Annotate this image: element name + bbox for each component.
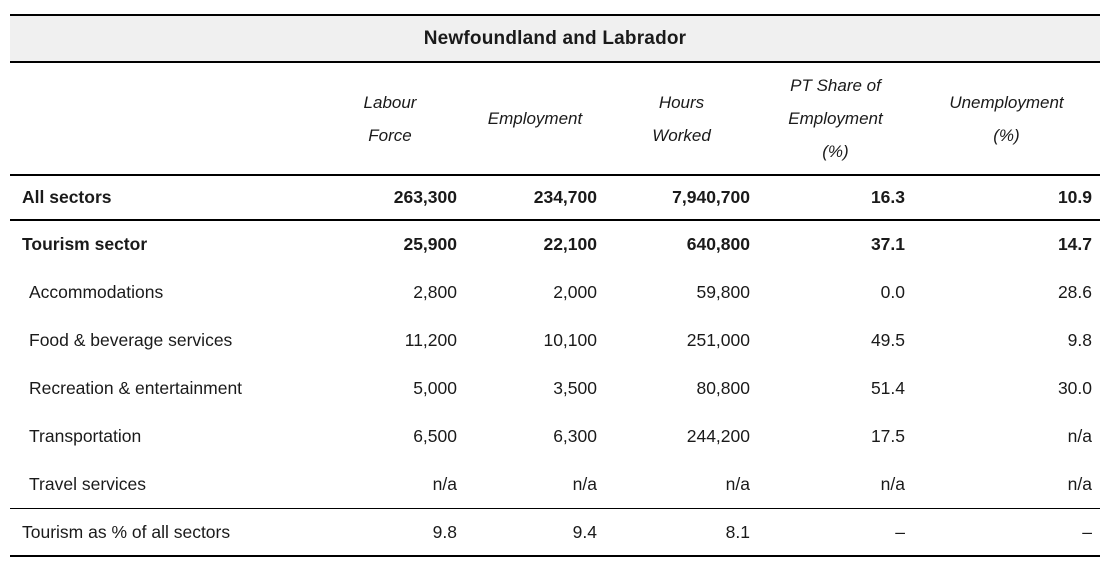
table-row-transportation: Transportation 6,500 6,300 244,200 17.5 … [10,412,1100,460]
cell-hours-worked: n/a [725,473,750,494]
cell-unemployment: 9.8 [1067,329,1092,350]
cell-labour-force: 9.8 [315,507,465,558]
cell-hours-worked: 59,800 [696,281,750,302]
table-row-recreation-entertainment: Recreation & entertainment 5,000 3,500 8… [10,364,1100,412]
column-header-label: Hours Worked [652,92,711,145]
row-label: Travel services [29,473,147,494]
cell-hours-worked: 640,800 [686,234,750,255]
table-row-food-beverage: Food & beverage services 11,200 10,100 2… [10,316,1100,364]
cell-labour-force: n/a [432,473,457,494]
column-header-pt-share: PT Share of Employment (%) [758,62,913,177]
cell-unemployment: 10.9 [913,175,1100,222]
cell-labour-force: 5,000 [413,377,457,398]
cell-hours-worked: 251,000 [686,329,750,350]
cell-unemployment: 28.6 [1057,281,1092,302]
cell-hours-worked: 244,200 [686,425,750,446]
column-header-row: Labour Force Employment Hours Worked PT … [10,62,1100,177]
column-header-label: Unemployment (%) [949,92,1064,145]
cell-labour-force: 25,900 [403,234,457,255]
table-row-tourism-percent-of-all: Tourism as % of all sectors 9.8 9.4 8.1 … [10,507,1100,558]
row-label: Recreation & entertainment [29,377,243,398]
cell-unemployment: – [913,507,1100,558]
cell-pt-share: n/a [880,473,905,494]
table-row-travel-services: Travel services n/a n/a n/a n/a n/a [10,460,1100,508]
row-label: Accommodations [29,281,164,302]
row-label: All sectors [10,175,315,222]
column-header-unemployment: Unemployment (%) [913,62,1100,177]
cell-labour-force: 2,800 [413,281,457,302]
table-row-tourism-sector: Tourism sector 25,900 22,100 640,800 37.… [10,220,1100,268]
cell-pt-share: 49.5 [870,329,905,350]
row-label: Tourism sector [22,234,148,255]
table-row-accommodations: Accommodations 2,800 2,000 59,800 0.0 28… [10,268,1100,316]
column-header-label: Employment [487,109,583,129]
cell-labour-force: 263,300 [315,175,465,222]
cell-employment: 234,700 [465,175,605,222]
cell-hours-worked: 7,940,700 [605,175,758,222]
cell-employment: 2,000 [553,281,597,302]
table-title: Newfoundland and Labrador [10,14,1100,63]
row-label: Tourism as % of all sectors [10,507,315,558]
cell-unemployment: 14.7 [1057,234,1092,255]
table-title-row: Newfoundland and Labrador [10,14,1100,63]
cell-employment: 10,100 [543,329,597,350]
row-label-column-header [10,62,315,177]
row-label: Transportation [29,425,142,446]
cell-pt-share: 16.3 [758,175,913,222]
cell-unemployment: n/a [1067,425,1092,446]
statistics-table-page: Newfoundland and Labrador Labour Force E… [10,14,1100,558]
cell-employment: 3,500 [553,377,597,398]
cell-unemployment: n/a [1067,473,1092,494]
cell-pt-share: 51.4 [870,377,905,398]
cell-unemployment: 30.0 [1057,377,1092,398]
cell-pt-share: 37.1 [870,234,905,255]
column-header-label: PT Share of Employment (%) [788,76,883,162]
column-header-labour-force: Labour Force [315,62,465,177]
cell-hours-worked: 80,800 [696,377,750,398]
cell-labour-force: 6,500 [413,425,457,446]
cell-pt-share: 0.0 [880,281,905,302]
table-row-all-sectors: All sectors 263,300 234,700 7,940,700 16… [10,175,1100,222]
cell-employment: 6,300 [553,425,597,446]
column-header-employment: Employment [465,62,605,177]
cell-pt-share: 17.5 [870,425,905,446]
cell-employment: 9.4 [465,507,605,558]
cell-pt-share: – [758,507,913,558]
column-header-label: Labour Force [363,92,417,145]
cell-labour-force: 11,200 [404,329,457,350]
column-header-hours-worked: Hours Worked [605,62,758,177]
tourism-employment-table: Newfoundland and Labrador Labour Force E… [10,14,1100,558]
row-label: Food & beverage services [29,329,233,350]
cell-employment: n/a [572,473,597,494]
cell-hours-worked: 8.1 [605,507,758,558]
cell-employment: 22,100 [543,234,597,255]
